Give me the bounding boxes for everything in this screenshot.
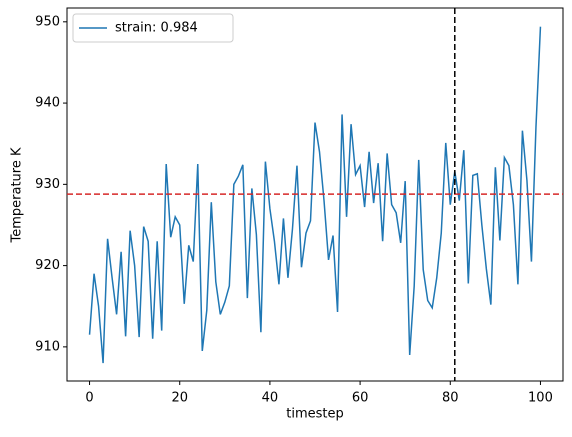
x-tick-label: 80 (442, 391, 459, 406)
x-tick-label: 60 (352, 391, 369, 406)
y-tick-label: 920 (35, 258, 60, 273)
x-tick-label: 40 (262, 391, 279, 406)
x-axis-label: timestep (286, 407, 344, 422)
x-tick-label: 0 (85, 391, 93, 406)
x-tick-label: 20 (171, 391, 188, 406)
y-axis-label: Temperature K (10, 147, 25, 243)
legend-label: strain: 0.984 (115, 21, 198, 36)
y-tick-label: 950 (35, 14, 60, 29)
y-tick-label: 930 (35, 177, 60, 192)
x-tick-label: 100 (528, 391, 553, 406)
y-tick-label: 940 (35, 96, 60, 111)
y-tick-label: 910 (35, 339, 60, 354)
legend-box (72, 13, 234, 43)
